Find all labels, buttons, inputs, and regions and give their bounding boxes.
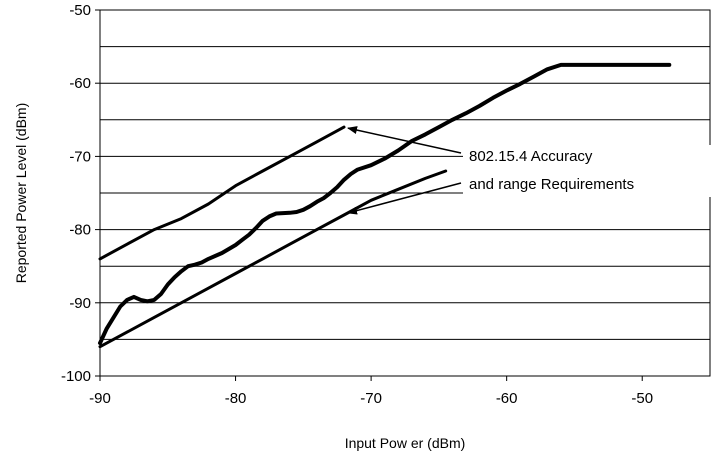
y-tick-label: -80 [69,222,91,239]
x-tick-label: -60 [496,390,518,407]
label-layer: Input Pow er (dBm) Reported Power Level … [13,2,653,451]
x-tick-label: -90 [89,390,111,407]
annotation-arrow-lower [347,182,462,215]
annotation-layer: 802.15.4 Accuracy and range Requirements [347,126,715,215]
x-tick-label: -50 [631,390,653,407]
annotation-line-2: and range Requirements [469,176,634,193]
series-layer [98,62,672,349]
x-axis-title: Input Pow er (dBm) [345,435,466,451]
series-line-limit-1 [98,125,346,261]
series-line-measured [98,62,672,346]
x-tick-label: -80 [225,390,247,407]
y-axis-title: Reported Power Level (dBm) [13,103,29,284]
annotation-background [463,145,715,197]
y-tick-label: -50 [69,2,91,19]
y-tick-label: -70 [69,148,91,165]
x-tick-label: -70 [360,390,382,407]
annotation-line-1: 802.15.4 Accuracy [469,148,593,165]
annotation-arrow-upper [347,126,462,154]
y-tick-label: -90 [69,295,91,312]
y-tick-label: -100 [61,368,91,385]
series-line-limit-2 [98,169,448,349]
y-tick-label: -60 [69,75,91,92]
